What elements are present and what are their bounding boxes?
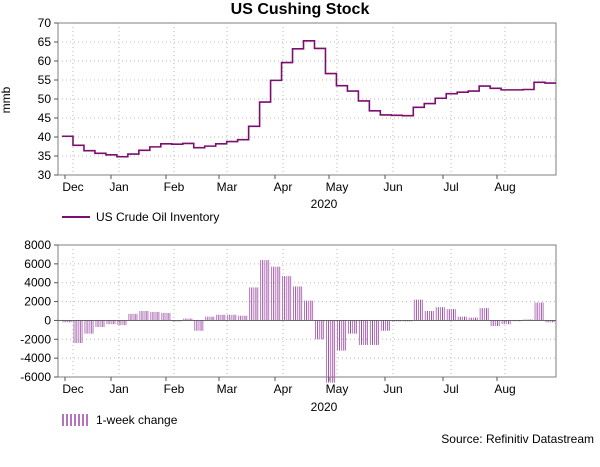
- bar: [249, 287, 259, 321]
- top-x-tick-label: May: [326, 180, 349, 194]
- bottom-legend-swatch: [62, 414, 88, 426]
- bottom-y-tick-label: -6000: [20, 370, 51, 384]
- top-y-tick-label: 30: [38, 168, 52, 182]
- bottom-y-tick-label: 8000: [24, 238, 51, 252]
- bottom-x-tick-label: Jul: [443, 382, 458, 396]
- bar: [347, 320, 358, 334]
- top-y-tick-label: 70: [38, 16, 52, 30]
- top-x-tick-label: Dec: [62, 180, 83, 194]
- bar: [314, 320, 325, 340]
- top-x-axis: Dec Jan Feb Mar Apr May Jun Jul Aug: [62, 175, 516, 194]
- bottom-x-tick-label: Mar: [217, 382, 238, 396]
- top-x-tick-label: Jun: [383, 180, 402, 194]
- bar: [172, 320, 182, 322]
- top-y-tick-label: 40: [38, 130, 52, 144]
- bar: [227, 314, 237, 321]
- bottom-y-tick-label: 0: [44, 313, 51, 327]
- bottom-x-tick-label: May: [326, 382, 349, 396]
- bar: [62, 320, 72, 323]
- bar: [260, 260, 270, 321]
- bar: [501, 320, 511, 325]
- top-x-tick-label: Feb: [164, 180, 185, 194]
- bar: [446, 309, 456, 321]
- bottom-x-axis-label: 2020: [311, 400, 338, 414]
- top-x-tick-label: Mar: [217, 180, 238, 194]
- bar: [358, 320, 368, 345]
- top-legend-label: US Crude Oil Inventory: [96, 210, 219, 224]
- bar: [205, 316, 215, 321]
- bar: [161, 312, 171, 321]
- bottom-y-tick-label: -2000: [20, 332, 51, 346]
- bottom-y-axis: -6000 -4000 -2000 0 2000 4000 6000 8000: [20, 238, 58, 384]
- top-y-tick-label: 60: [38, 54, 52, 68]
- bottom-bars: [62, 260, 555, 383]
- bar: [84, 320, 94, 334]
- bottom-x-tick-label: Dec: [62, 382, 83, 396]
- source-note: Source: Refinitiv Datastream: [441, 432, 594, 446]
- bottom-y-tick-label: 4000: [24, 276, 51, 290]
- bar: [336, 320, 347, 351]
- top-y-tick-label: 35: [38, 149, 52, 163]
- bar: [468, 317, 478, 321]
- bar: [391, 320, 401, 322]
- bar: [545, 320, 555, 323]
- bottom-x-axis: Dec Jan Feb Mar Apr May Jun Jul Aug: [62, 377, 516, 396]
- bar: [457, 316, 467, 321]
- top-y-tick-label: 50: [38, 92, 52, 106]
- bar: [325, 320, 336, 383]
- bar: [238, 315, 248, 321]
- bar: [271, 266, 281, 321]
- bottom-x-tick-label: Jun: [383, 382, 402, 396]
- top-x-tick-label: Jul: [443, 180, 458, 194]
- bottom-y-tick-label: 2000: [24, 295, 51, 309]
- bar: [413, 299, 423, 321]
- bar: [95, 320, 105, 328]
- bottom-x-tick-label: Apr: [274, 382, 293, 396]
- bar: [304, 300, 314, 321]
- bottom-y-tick-label: -4000: [20, 351, 51, 365]
- bar: [479, 308, 489, 321]
- bar: [402, 320, 412, 322]
- bar: [282, 276, 292, 321]
- bar: [183, 318, 193, 321]
- bar: [106, 320, 116, 325]
- bar: [435, 307, 445, 321]
- top-y-tick-label: 55: [38, 73, 52, 87]
- top-x-tick-label: Jan: [109, 180, 128, 194]
- bar: [117, 320, 127, 326]
- top-y-axis: 30 35 40 45 50 55 60 65 70: [38, 16, 58, 182]
- bottom-x-tick-label: Aug: [494, 382, 515, 396]
- weekly-change-bar-chart: -6000 -4000 -2000 0 2000 4000 6000 8000 Dec Jan F…: [20, 238, 557, 427]
- bar: [424, 311, 434, 321]
- bar: [293, 286, 303, 321]
- top-x-tick-label: Apr: [274, 180, 293, 194]
- bar: [490, 320, 500, 327]
- inventory-line-chart: 30 35 40 45 50 55 60 65 70 Dec Jan Feb Mar Apr May Jun…: [0, 16, 557, 224]
- bar: [194, 320, 204, 331]
- bottom-x-tick-label: Feb: [164, 382, 185, 396]
- top-y-tick-label: 65: [38, 35, 52, 49]
- inventory-series-line: [62, 40, 556, 158]
- bar: [128, 313, 138, 321]
- top-x-tick-label: Aug: [494, 180, 515, 194]
- bar: [139, 311, 149, 321]
- bar: [523, 319, 533, 321]
- top-gridlines: [58, 23, 556, 175]
- bar: [369, 320, 379, 345]
- bar: [216, 314, 226, 321]
- bar: [150, 311, 160, 321]
- bar: [534, 302, 544, 321]
- bottom-x-tick-label: Jan: [109, 382, 128, 396]
- chart-title: US Cushing Stock: [231, 1, 370, 18]
- top-y-axis-label: mmb: [0, 86, 13, 113]
- bar: [380, 320, 390, 331]
- bottom-legend-label: 1-week change: [96, 413, 178, 427]
- bottom-y-tick-label: 6000: [24, 257, 51, 271]
- bar: [73, 320, 83, 344]
- top-x-axis-label: 2020: [311, 197, 338, 211]
- top-y-tick-label: 45: [38, 111, 52, 125]
